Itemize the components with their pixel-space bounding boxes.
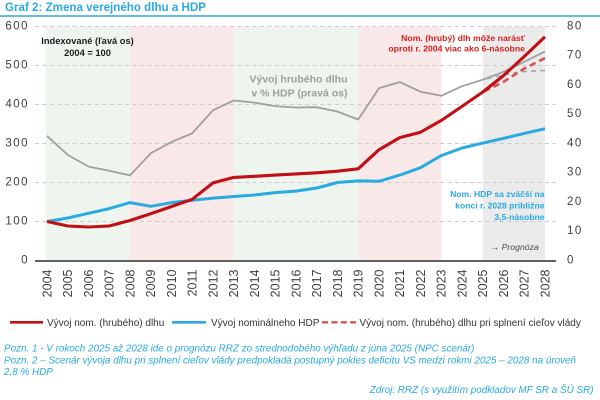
svg-text:→ Prognóza: → Prognóza [491,242,539,252]
svg-text:20: 20 [567,196,583,208]
svg-text:2022: 2022 [414,269,428,297]
svg-text:Nom. HDP sa zväčší na: Nom. HDP sa zväčší na [450,189,545,199]
svg-text:Pozn. 2 – Scenár vývoja dlhu p: Pozn. 2 – Scenár vývoja dlhu pri splnení… [4,356,577,367]
svg-text:40: 40 [567,137,583,149]
svg-text:0: 0 [567,254,575,266]
svg-text:konci r. 2028 približne: konci r. 2028 približne [455,201,545,211]
svg-text:2018: 2018 [331,269,345,297]
svg-text:10: 10 [567,225,583,237]
svg-text:2006: 2006 [82,269,96,297]
svg-text:2025: 2025 [476,269,490,297]
svg-text:2010: 2010 [165,269,179,297]
svg-text:50: 50 [567,108,583,120]
svg-text:oproti r. 2004 viac ako 6-náso: oproti r. 2004 viac ako 6-násobne [388,44,525,54]
svg-text:2020: 2020 [372,269,386,297]
svg-text:Indexované (ľavá os): Indexované (ľavá os) [41,36,133,46]
svg-text:Vývoj hrubého dlhu: Vývoj hrubého dlhu [249,74,347,86]
svg-text:2028: 2028 [538,269,552,297]
svg-text:0: 0 [21,254,29,266]
svg-text:70: 70 [567,50,583,62]
svg-text:2017: 2017 [310,269,324,297]
svg-text:2015: 2015 [269,269,283,297]
svg-text:600: 600 [5,20,29,32]
svg-text:3,5-násobne: 3,5-násobne [494,212,544,222]
svg-text:Vývoj nominálneho HDP: Vývoj nominálneho HDP [211,318,320,329]
svg-text:500: 500 [5,59,29,71]
svg-text:2009: 2009 [144,269,158,297]
svg-text:Pozn. 1 - V rokoch 2025 až 202: Pozn. 1 - V rokoch 2025 až 2028 ide o pr… [4,344,474,355]
svg-text:v % HDP (pravá os): v % HDP (pravá os) [251,88,347,100]
svg-text:2013: 2013 [227,269,241,297]
svg-text:2004: 2004 [40,269,54,297]
svg-text:80: 80 [567,20,583,32]
svg-text:2004 = 100: 2004 = 100 [64,48,111,58]
svg-text:2023: 2023 [435,269,449,297]
svg-text:2011: 2011 [186,269,200,296]
svg-text:2026: 2026 [497,269,511,297]
svg-text:400: 400 [5,98,29,110]
svg-text:2007: 2007 [103,269,117,297]
svg-text:2008: 2008 [123,269,137,297]
svg-text:2024: 2024 [455,269,469,297]
svg-text:2,8 % HDP: 2,8 % HDP [3,367,53,378]
svg-text:60: 60 [567,79,583,91]
svg-text:Graf 2: Zmena verejného dlhu a: Graf 2: Zmena verejného dlhu a HDP [5,1,206,14]
svg-text:2027: 2027 [518,269,532,297]
svg-text:2021: 2021 [393,269,407,297]
svg-text:Vývoj nom. (hrubého) dlhu pri: Vývoj nom. (hrubého) dlhu pri splnení ci… [360,318,581,329]
svg-text:300: 300 [5,137,29,149]
svg-text:2005: 2005 [61,269,75,297]
svg-text:30: 30 [567,167,583,179]
svg-text:Vývoj nom. (hrubého) dlhu: Vývoj nom. (hrubého) dlhu [47,318,164,329]
svg-text:2016: 2016 [289,269,303,297]
svg-text:2019: 2019 [352,269,366,297]
svg-text:Nom. (hrubý) dlh môže narásť: Nom. (hrubý) dlh môže narásť [401,33,526,43]
svg-text:Zdroj: RRZ (s využitím podklad: Zdroj: RRZ (s využitím podkladov MF SR a… [369,385,594,396]
svg-text:100: 100 [5,215,29,227]
svg-text:2012: 2012 [206,269,220,297]
svg-text:200: 200 [5,176,29,188]
svg-text:2014: 2014 [248,269,262,297]
